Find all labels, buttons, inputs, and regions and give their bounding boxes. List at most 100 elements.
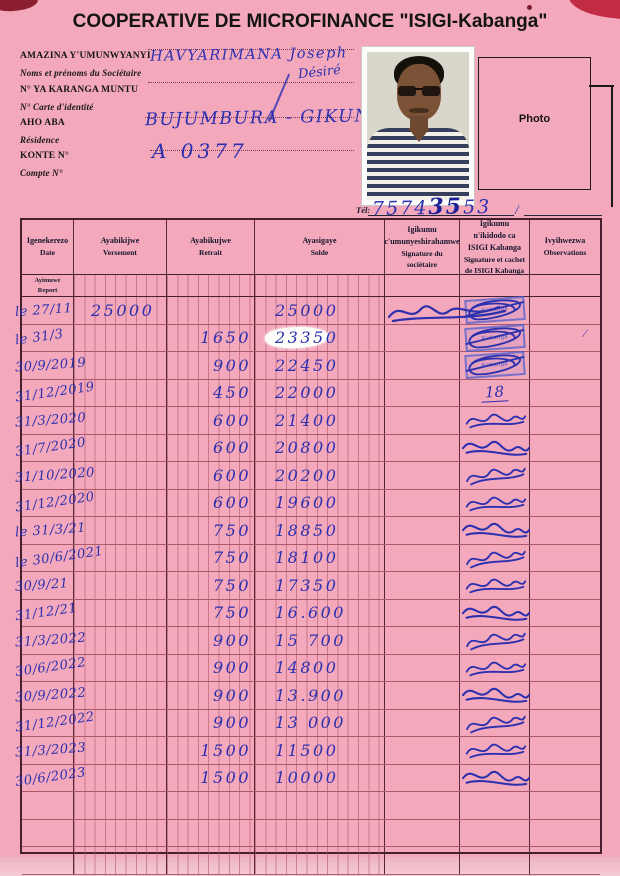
photo-placeholder-label: Photo xyxy=(518,113,551,126)
isigi-signature-scribble xyxy=(461,605,530,621)
ledger-row: 30/6/2022 900 14800 Kabanga 18 xyxy=(14,654,600,682)
cell-member-signature xyxy=(385,682,460,709)
label-carte-identite: N° Carte d'identité xyxy=(20,102,94,112)
cell-date xyxy=(22,847,74,874)
cell-solde: 22000 xyxy=(255,379,385,406)
ledger-row: 31/3/2022 900 15 700 Kabanga 18 xyxy=(15,627,600,655)
portrait-moustache xyxy=(409,108,429,113)
solde-handwritten: 16.600 xyxy=(275,603,346,623)
cell-versement xyxy=(74,764,167,791)
retrait-handwritten: 1500 xyxy=(200,740,251,760)
account-number-handwritten: A 0377 xyxy=(152,139,248,163)
isigi-initials: 18 xyxy=(480,382,509,403)
cell-date: le 27/11 xyxy=(15,297,74,324)
header-signature-isigi: Igikumu n'ikidodo ca ISIGI Kabanga Signat… xyxy=(460,220,530,274)
cell-observations xyxy=(530,572,600,599)
cell-member-signature xyxy=(385,709,460,736)
cell-observations xyxy=(530,627,600,654)
cell-isigi-signature: Kabanga 18 xyxy=(460,627,530,654)
date-handwritten: le 31/3 xyxy=(14,326,65,349)
cell-isigi-signature: Kabanga 18 xyxy=(460,434,530,461)
cell-observations xyxy=(530,710,600,737)
solde-handwritten: 13 000 xyxy=(275,713,346,733)
isigi-signature-scribble xyxy=(461,770,530,786)
cell-retrait: 600 xyxy=(167,489,255,516)
solde-handwritten: 13.900 xyxy=(275,685,346,705)
solde-handwritten: 14800 xyxy=(275,658,339,678)
cell-member-signature xyxy=(385,627,460,654)
cell-observations xyxy=(530,435,600,462)
cell-retrait xyxy=(167,819,255,846)
cell-isigi-signature: Kabanga 18 xyxy=(460,819,530,846)
solde-handwritten: 15 700 xyxy=(275,630,346,650)
cell-date: le 30/6/2021 xyxy=(14,544,104,571)
cell-versement xyxy=(74,627,167,654)
retrait-handwritten: 900 xyxy=(212,630,251,650)
member-portrait xyxy=(367,52,469,200)
solde-handwritten: 23350 xyxy=(275,328,339,348)
cell-isigi-signature: Kabanga 18 xyxy=(460,462,530,489)
retrait-handwritten: 900 xyxy=(212,713,251,733)
ledger-row: 30/9/21 750 17350 Kabanga 18 xyxy=(15,572,600,600)
member-name-second-handwritten: Désiré xyxy=(297,62,342,83)
account-dotted-line xyxy=(150,150,354,151)
header-date: Igenekerezo Date xyxy=(22,220,74,274)
cell-observations xyxy=(530,682,600,709)
retrait-handwritten: 900 xyxy=(212,685,251,705)
cell-versement xyxy=(74,462,167,489)
solde-handwritten: 21400 xyxy=(275,410,339,430)
label-konte: KONTE N° xyxy=(20,151,69,161)
solde-handwritten: 22000 xyxy=(275,383,339,403)
cell-isigi-signature: Kabanga 18 xyxy=(460,709,530,736)
ledger-row: 30/9/2019 900 22450 Kabanga 18 xyxy=(15,351,600,380)
cell-solde: 13.900 xyxy=(255,682,385,709)
retrait-handwritten: 600 xyxy=(212,493,251,513)
cell-solde: 16.600 xyxy=(255,599,385,626)
isigi-signature-scribble xyxy=(461,523,530,539)
isigi-signature-scribble xyxy=(465,661,526,676)
cell-observations xyxy=(530,847,600,874)
cell-retrait: 750 xyxy=(167,544,255,571)
isigi-stamp: Kabanga xyxy=(463,351,526,380)
id-dotted-line xyxy=(148,82,354,83)
cell-retrait xyxy=(167,792,255,819)
label-amazina: AMAZINA Y'UMUNWYANYI xyxy=(20,51,151,61)
portrait-vneck xyxy=(408,128,430,142)
isigi-signature-scribble xyxy=(465,715,526,734)
cell-isigi-signature: Kabanga 18 xyxy=(460,847,530,874)
savings-ledger-table: Igenekerezo Date Ayabikijwe Versement Ayab… xyxy=(14,218,602,875)
retrait-handwritten: 750 xyxy=(212,575,251,595)
ledger-row: 30/6/2023 1500 10000 Kabanga 18 xyxy=(14,764,600,792)
cell-observations xyxy=(530,380,600,407)
cell-retrait: 750 xyxy=(167,517,255,544)
cell-date: 30/9/21 xyxy=(15,572,74,599)
cell-solde: 14800 xyxy=(255,654,385,681)
cell-observations xyxy=(530,600,600,627)
cell-versement xyxy=(74,544,167,571)
cell-retrait: 1500 xyxy=(167,764,255,791)
cell-isigi-signature: Kabanga 18 xyxy=(460,737,530,764)
cell-isigi-signature: Kabanga 18 xyxy=(460,351,530,380)
cell-date: 30/6/2022 xyxy=(14,654,87,681)
cell-retrait: 900 xyxy=(167,682,255,709)
retrait-handwritten: 450 xyxy=(212,383,251,403)
cell-solde: 18850 xyxy=(255,517,385,544)
label-residence: Résidence xyxy=(20,135,60,145)
ledger-row: 31/10/2020 600 20200 Kabanga 18 xyxy=(15,462,600,490)
tel-label: Tél: xyxy=(356,205,371,215)
tel-underline-2 xyxy=(524,215,602,216)
cell-isigi-signature: Kabanga 18 xyxy=(460,764,530,791)
cell-member-signature xyxy=(385,352,460,379)
report-row: Ayimuwe Report xyxy=(22,275,600,297)
cell-retrait xyxy=(167,297,255,324)
cell-observations xyxy=(530,517,600,544)
cell-solde: 10000 xyxy=(255,764,385,791)
ledger-row: Kabanga 18 xyxy=(22,819,600,847)
cell-versement xyxy=(74,654,167,681)
cell-member-signature xyxy=(385,544,460,571)
cell-versement xyxy=(74,379,167,406)
cell-date: 31/12/2020 xyxy=(14,489,96,516)
tel-slash-mark: / xyxy=(515,202,519,217)
tel-underline xyxy=(368,215,514,216)
